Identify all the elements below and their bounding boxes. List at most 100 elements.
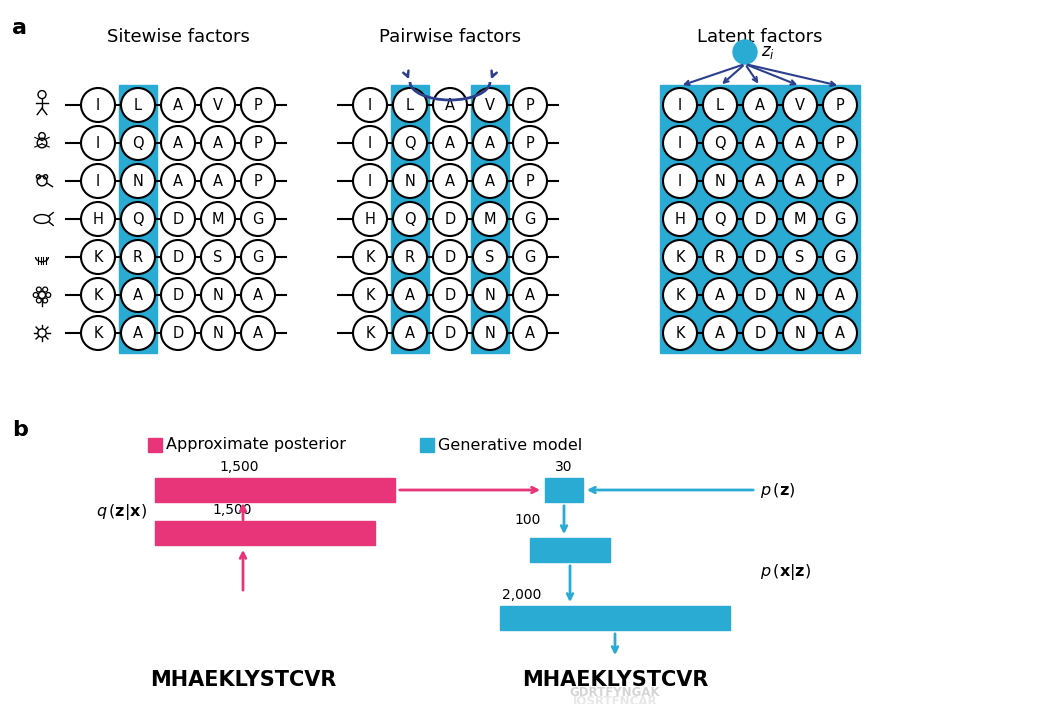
Circle shape [121, 202, 155, 236]
Bar [500, 606, 730, 630]
Text: N: N [133, 173, 143, 189]
Circle shape [121, 164, 155, 198]
Text: Sitewise factors: Sitewise factors [107, 28, 249, 46]
Text: Pairwise factors: Pairwise factors [379, 28, 522, 46]
Text: L: L [406, 97, 414, 113]
Text: D: D [754, 211, 766, 227]
Circle shape [201, 316, 235, 350]
Text: MHAEKLYSTCVR: MHAEKLYSTCVR [150, 670, 337, 690]
Circle shape [81, 240, 115, 274]
Text: S: S [485, 249, 495, 265]
Circle shape [473, 278, 507, 312]
Circle shape [743, 278, 777, 312]
Text: A: A [213, 173, 223, 189]
Text: S: S [795, 249, 804, 265]
Text: K: K [94, 249, 103, 265]
Text: G: G [834, 249, 846, 265]
Circle shape [743, 240, 777, 274]
Text: N: N [213, 287, 223, 303]
Circle shape [201, 164, 235, 198]
Circle shape [473, 126, 507, 160]
Circle shape [433, 316, 467, 350]
Bar [391, 85, 429, 353]
Text: b: b [12, 420, 28, 440]
Text: A: A [133, 287, 143, 303]
Text: D: D [754, 249, 766, 265]
Text: 1,500: 1,500 [212, 503, 251, 517]
Circle shape [473, 240, 507, 274]
Text: $p\,(\mathbf{x}|\mathbf{z})$: $p\,(\mathbf{x}|\mathbf{z})$ [760, 562, 811, 582]
Text: A: A [174, 173, 183, 189]
Circle shape [433, 202, 467, 236]
Text: A: A [254, 287, 263, 303]
Text: A: A [445, 97, 455, 113]
Circle shape [241, 202, 275, 236]
Text: $p\,(\mathbf{z})$: $p\,(\mathbf{z})$ [760, 481, 795, 500]
Circle shape [393, 164, 427, 198]
Text: I: I [368, 135, 372, 151]
Circle shape [663, 316, 697, 350]
Circle shape [353, 202, 387, 236]
Circle shape [473, 202, 507, 236]
Text: 2,000: 2,000 [502, 588, 541, 602]
Circle shape [823, 278, 857, 312]
Circle shape [353, 126, 387, 160]
Circle shape [513, 202, 547, 236]
Text: 100: 100 [514, 513, 541, 527]
Circle shape [161, 202, 195, 236]
Text: P: P [254, 135, 263, 151]
Circle shape [823, 240, 857, 274]
Circle shape [703, 316, 737, 350]
Text: N: N [795, 325, 805, 341]
Circle shape [121, 240, 155, 274]
Circle shape [81, 278, 115, 312]
Circle shape [121, 278, 155, 312]
Circle shape [201, 240, 235, 274]
Text: D: D [754, 325, 766, 341]
Circle shape [81, 164, 115, 198]
Text: K: K [675, 325, 685, 341]
Text: A: A [405, 325, 415, 341]
Bar [119, 85, 157, 353]
Text: I: I [368, 173, 372, 189]
Text: K: K [366, 249, 375, 265]
Circle shape [161, 88, 195, 122]
Circle shape [743, 202, 777, 236]
Text: S: S [213, 249, 222, 265]
Text: G: G [525, 249, 536, 265]
Circle shape [393, 316, 427, 350]
Circle shape [81, 202, 115, 236]
Text: A: A [525, 287, 535, 303]
Bar [420, 438, 434, 452]
Text: I: I [677, 135, 683, 151]
Circle shape [783, 316, 817, 350]
Text: N: N [484, 287, 496, 303]
Text: R: R [133, 249, 143, 265]
Text: A: A [174, 97, 183, 113]
Circle shape [161, 164, 195, 198]
Circle shape [201, 126, 235, 160]
Circle shape [241, 88, 275, 122]
Circle shape [81, 126, 115, 160]
Text: GDRTFYNGAK: GDRTFYNGAK [569, 686, 661, 699]
Circle shape [433, 278, 467, 312]
Text: H: H [92, 211, 104, 227]
Text: A: A [835, 287, 845, 303]
Text: N: N [404, 173, 416, 189]
Text: P: P [526, 135, 534, 151]
Text: K: K [675, 287, 685, 303]
Circle shape [513, 164, 547, 198]
Text: A: A [445, 173, 455, 189]
Text: G: G [252, 249, 264, 265]
Circle shape [823, 202, 857, 236]
Text: K: K [94, 287, 103, 303]
Circle shape [161, 126, 195, 160]
Circle shape [433, 126, 467, 160]
Text: A: A [715, 325, 725, 341]
Circle shape [241, 126, 275, 160]
Text: V: V [213, 97, 223, 113]
Text: Q: Q [404, 211, 416, 227]
Text: I: I [96, 135, 100, 151]
Circle shape [783, 202, 817, 236]
Circle shape [513, 88, 547, 122]
